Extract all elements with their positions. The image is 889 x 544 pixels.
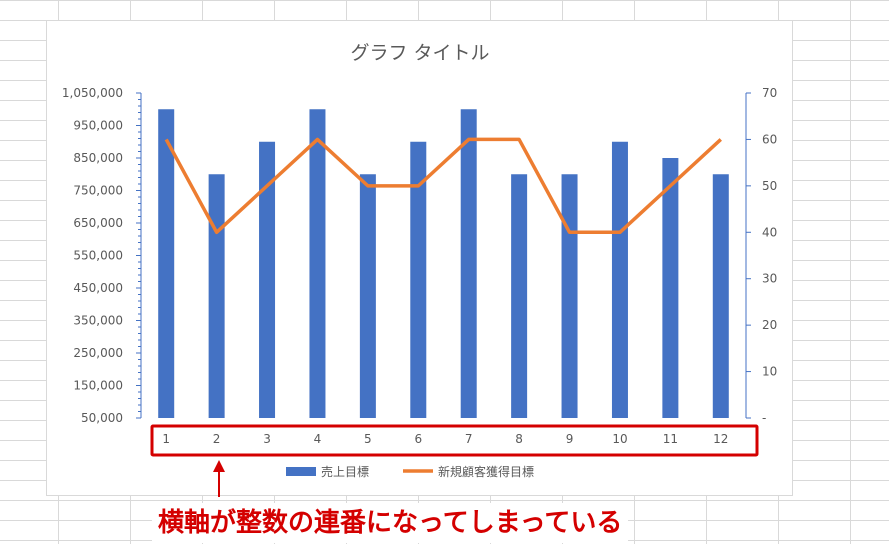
bar [662,158,679,418]
x-tick-label: 9 [566,432,574,446]
x-tick-label: 2 [213,432,221,446]
left-tick-label: 750,000 [73,184,123,198]
bar-series [158,109,729,418]
left-tick-label: 950,000 [73,119,123,133]
x-tick-label: 5 [364,432,372,446]
x-tick-label: 8 [515,432,523,446]
left-tick-label: 150,000 [73,379,123,393]
right-tick-label: 10 [762,365,777,379]
arrow-head [213,460,225,472]
bar [208,174,225,418]
x-tick-label: 10 [612,432,627,446]
x-tick-label: 3 [263,432,271,446]
x-axis: 1 2 3 4 5 6 7 8 9 10 11 12 [162,432,728,446]
right-tick-label: 50 [762,179,777,193]
right-axis: 70 60 50 40 30 20 10 - [745,86,777,425]
bar [259,141,276,418]
x-tick-label: 12 [713,432,728,446]
bar [561,174,578,418]
legend-label: 売上目標 [321,464,369,479]
left-tick-label: 650,000 [73,216,123,230]
bar [309,109,326,418]
legend-swatch-bar [286,467,316,476]
highlight-box [150,424,759,457]
annotation [150,424,759,497]
bar [611,141,628,418]
left-tick-label: 850,000 [73,151,123,165]
line-path [164,137,722,235]
left-tick-label: 1,050,000 [62,86,123,100]
line-series [164,137,722,235]
bar [359,174,376,418]
right-tick-label: 20 [762,318,777,332]
chart-title: グラフ タイトル [350,42,489,64]
right-tick-label: - [762,411,766,425]
x-tick-label: 6 [414,432,422,446]
right-tick-label: 60 [762,132,777,146]
annotation-caption: 横軸が整数の連番になってしまっている [152,503,629,543]
left-tick-label: 350,000 [73,314,123,328]
right-tick-label: 70 [762,86,777,100]
right-tick-label: 40 [762,225,777,239]
left-tick-label: 250,000 [73,346,123,360]
bar [712,174,729,418]
x-tick-label: 7 [465,432,473,446]
left-axis: 1,050,000 950,000 850,000 750,000 650,000 550… [62,86,142,425]
legend-label: 新規顧客獲得目標 [438,464,534,479]
bar [460,109,477,418]
right-tick-label: 30 [762,272,777,286]
bar [410,141,427,418]
bar [511,174,528,418]
x-tick-label: 1 [162,432,170,446]
bar [158,109,175,418]
left-tick-label: 550,000 [73,249,123,263]
legend: 売上目標 新規顧客獲得目標 [286,464,534,479]
left-tick-label: 50,000 [81,411,123,425]
x-tick-label: 11 [663,432,678,446]
left-tick-label: 450,000 [73,281,123,295]
x-tick-label: 4 [314,432,322,446]
